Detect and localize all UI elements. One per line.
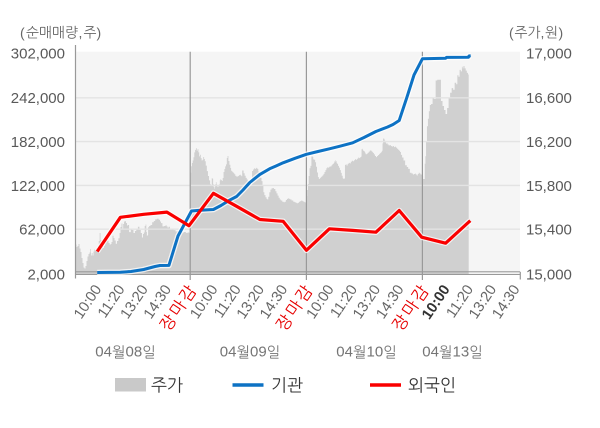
svg-text:,: , bbox=[541, 25, 545, 41]
svg-text:15,000: 15,000 bbox=[526, 266, 572, 283]
svg-text:62,000: 62,000 bbox=[19, 222, 65, 239]
svg-text:242,000: 242,000 bbox=[11, 90, 65, 107]
svg-text:2,000: 2,000 bbox=[27, 266, 65, 283]
svg-text:122,000: 122,000 bbox=[11, 178, 65, 195]
svg-text:): ) bbox=[559, 25, 564, 41]
svg-text:(: ( bbox=[509, 25, 514, 41]
svg-text:15,800: 15,800 bbox=[526, 178, 572, 195]
svg-text:182,000: 182,000 bbox=[11, 134, 65, 151]
svg-text:16,600: 16,600 bbox=[526, 90, 572, 107]
svg-text:17,000: 17,000 bbox=[526, 46, 572, 63]
svg-text:04: 04 bbox=[95, 343, 112, 360]
svg-text:(: ( bbox=[20, 25, 25, 41]
svg-text:,: , bbox=[79, 25, 83, 41]
svg-text:08: 08 bbox=[126, 343, 143, 360]
svg-text:): ) bbox=[97, 25, 102, 41]
svg-text:09: 09 bbox=[250, 343, 267, 360]
svg-text:302,000: 302,000 bbox=[11, 46, 65, 63]
svg-text:15,400: 15,400 bbox=[526, 222, 572, 239]
svg-text:04: 04 bbox=[220, 343, 237, 360]
svg-text:16,200: 16,200 bbox=[526, 134, 572, 151]
svg-text:04: 04 bbox=[336, 343, 353, 360]
svg-text:04: 04 bbox=[422, 343, 439, 360]
svg-text:10: 10 bbox=[367, 343, 384, 360]
svg-text:13: 13 bbox=[453, 343, 470, 360]
